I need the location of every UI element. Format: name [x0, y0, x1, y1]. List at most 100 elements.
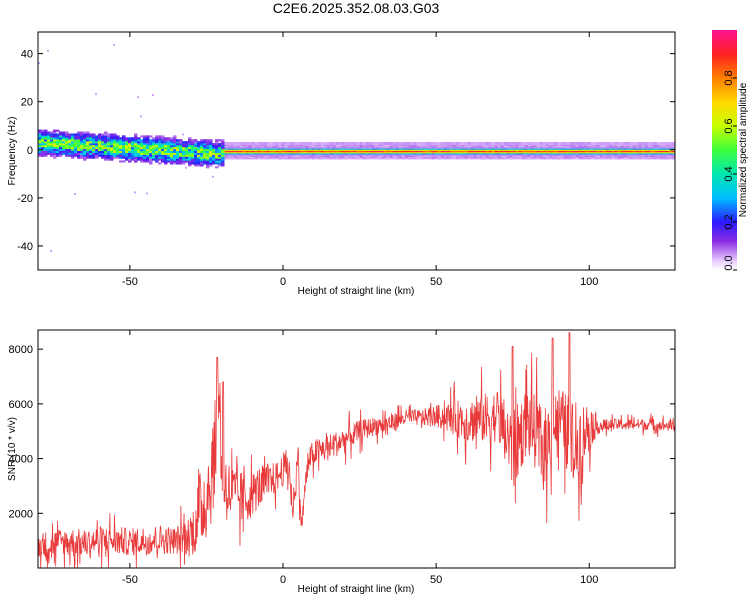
- heatmap-cell: [62, 150, 66, 153]
- heatmap-cell: [236, 141, 241, 145]
- heatmap-cell: [197, 146, 201, 150]
- heatmap-cell: [161, 150, 165, 153]
- heatmap-cell: [134, 137, 138, 140]
- colorbar-gradient: [712, 30, 737, 270]
- heatmap-cell: [125, 143, 129, 146]
- heatmap-cell: [323, 141, 328, 145]
- heatmap-cell: [263, 141, 268, 145]
- heatmap-cell: [80, 133, 84, 136]
- heatmap-cell: [167, 154, 171, 157]
- heatmap-cell: [206, 158, 210, 161]
- heatmap-cell: [380, 141, 385, 145]
- heatmap-cell: [56, 141, 60, 144]
- heatmap-cell: [560, 141, 565, 145]
- spectrogram-xtick-label: -50: [122, 276, 138, 288]
- heatmap-cell: [665, 141, 670, 145]
- heatmap-cell: [311, 141, 316, 145]
- heatmap-cell: [47, 135, 51, 138]
- heatmap-cell: [245, 141, 250, 145]
- heatmap-cell: [554, 141, 559, 145]
- heatmap-cell: [104, 154, 108, 157]
- heatmap-cell: [146, 148, 150, 152]
- heatmap-cell: [356, 141, 361, 145]
- heatmap-cell: [128, 137, 132, 140]
- heatmap-cell: [203, 150, 207, 153]
- heatmap-cell: [128, 154, 132, 157]
- heatmap-cell: [65, 148, 69, 152]
- heatmap-cell: [89, 152, 93, 155]
- heatmap-cell: [116, 156, 120, 159]
- heatmap-cell: [146, 144, 150, 148]
- heatmap-cell: [113, 144, 117, 148]
- heatmap-cell: [86, 135, 90, 138]
- heatmap-cell: [512, 141, 517, 145]
- heatmap-cell: [221, 139, 225, 142]
- heatmap-cell: [107, 146, 111, 150]
- heatmap-cell: [89, 139, 93, 142]
- heatmap-cell: [86, 148, 90, 152]
- heatmap-cell: [134, 154, 138, 157]
- heatmap-cell: [350, 141, 355, 145]
- heatmap-cell: [209, 139, 213, 142]
- heatmap-cell: [146, 146, 150, 150]
- heatmap-cell: [122, 135, 126, 138]
- heatmap-cell: [143, 141, 147, 144]
- heatmap-cell: [197, 152, 201, 155]
- heatmap-cell: [101, 148, 105, 152]
- heatmap-cell: [212, 158, 216, 161]
- heatmap-cell: [41, 129, 45, 132]
- heatmap-cell: [41, 143, 45, 146]
- heatmap-cell: [182, 143, 186, 146]
- heatmap-cell: [149, 141, 153, 144]
- heatmap-cell: [650, 141, 655, 145]
- heatmap-cell: [65, 141, 69, 144]
- heatmap-cell: [200, 146, 204, 150]
- heatmap-cell: [605, 141, 610, 145]
- heatmap-cell: [524, 141, 529, 145]
- heatmap-cell: [590, 141, 595, 145]
- heatmap-cell: [161, 152, 165, 155]
- heatmap-cell: [59, 152, 63, 155]
- heatmap-cell: [59, 143, 63, 146]
- heatmap-cell: [203, 160, 207, 163]
- heatmap-cell: [215, 166, 219, 169]
- heatmap-cell: [221, 164, 225, 167]
- heatmap-cell: [65, 144, 69, 148]
- heatmap-cell: [185, 146, 189, 150]
- heatmap-cell: [158, 148, 162, 152]
- heatmap-cell: [41, 146, 45, 150]
- heatmap-cell: [131, 137, 135, 140]
- heatmap-cell: [170, 146, 174, 150]
- heatmap-cell: [107, 148, 111, 152]
- heatmap-cell: [113, 154, 117, 157]
- heatmap-cell: [68, 150, 72, 153]
- heatmap-cell: [185, 156, 189, 159]
- heatmap-cell: [125, 144, 129, 148]
- heatmap-cell: [47, 144, 51, 148]
- heatmap-cell: [59, 137, 63, 140]
- heatmap-cell: [161, 148, 165, 152]
- heatmap-cell: [341, 141, 346, 145]
- heatmap-cell: [134, 146, 138, 150]
- heatmap-cell: [89, 154, 93, 157]
- heatmap-cell: [347, 141, 352, 145]
- heatmap-cell: [122, 150, 126, 153]
- heatmap-cell: [620, 141, 625, 145]
- heatmap-cell: [95, 141, 99, 144]
- heatmap-cell: [86, 131, 90, 134]
- heatmap-cell: [146, 141, 150, 144]
- heatmap-cell: [182, 133, 184, 136]
- heatmap-cell: [188, 143, 192, 146]
- heatmap-cell: [485, 141, 490, 145]
- heatmap-cell: [89, 146, 93, 150]
- heatmap-cell: [194, 156, 198, 159]
- heatmap-cell: [170, 152, 174, 155]
- heatmap-cell: [122, 141, 126, 144]
- heatmap-cell: [446, 141, 451, 145]
- heatmap-cell: [137, 144, 141, 148]
- snr-xtick-label: 0: [280, 574, 286, 586]
- heatmap-cell: [164, 137, 168, 140]
- heatmap-cell: [206, 144, 210, 148]
- heatmap-cell: [170, 162, 174, 165]
- heatmap-cell: [140, 152, 144, 155]
